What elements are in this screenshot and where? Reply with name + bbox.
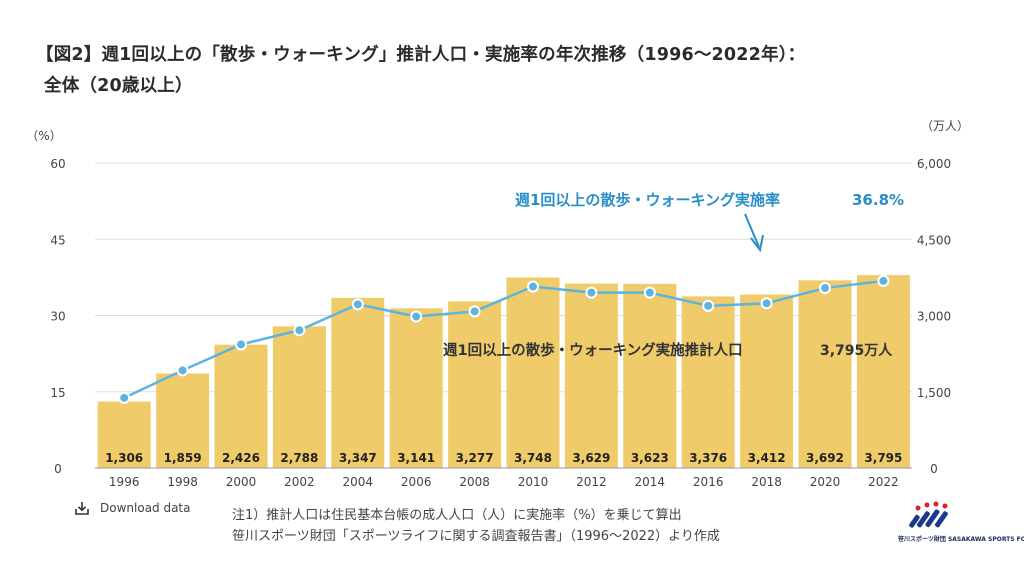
bar	[564, 283, 618, 468]
axes: 0 15 30 45 60 0 1,500 3,000 4,500 6,000 （%） （万人） 199…	[26, 119, 969, 489]
ssf-logo-mark	[909, 501, 948, 528]
bar-value-label: 3,748	[514, 451, 552, 465]
rate-point	[118, 391, 131, 404]
x-axis-tick-label: 2006	[401, 475, 432, 489]
rate-point	[351, 298, 364, 311]
bar-value-label: 3,629	[572, 451, 610, 465]
bar	[506, 277, 560, 468]
bar-value-label: 3,412	[748, 451, 786, 465]
bar	[156, 373, 210, 468]
bar-series	[97, 275, 910, 468]
bar	[740, 294, 794, 468]
x-axis-tick-label: 2012	[576, 475, 607, 489]
bar-value-labels: 1,306 1,859 2,426 2,788 3,347 3,141 3,277 3,748…	[105, 451, 902, 465]
right-axis-tick-label: 1,500	[917, 386, 951, 400]
left-axis-tick-label: 30	[50, 310, 65, 324]
x-axis-tick-label: 2020	[810, 475, 841, 489]
left-axis-tick-label: 0	[54, 462, 62, 476]
x-axis-tick-label: 2004	[343, 475, 374, 489]
annotation-arrow-shaft	[744, 213, 760, 248]
rate-point	[819, 282, 831, 295]
download-icon	[75, 502, 89, 515]
bar-value-label: 3,692	[806, 451, 844, 465]
bar-value-label: 3,141	[397, 451, 435, 465]
bar-value-label: 3,376	[689, 451, 727, 465]
bar	[97, 401, 151, 468]
rate-point	[585, 286, 598, 299]
right-axis-tick-label: 6,000	[917, 157, 951, 171]
bar	[448, 301, 502, 468]
bar	[331, 297, 385, 468]
bar	[856, 275, 910, 468]
bar-value-label: 3,347	[339, 451, 377, 465]
left-axis-tick-label: 15	[50, 386, 65, 400]
line-series-annotation: 週1回以上の散歩・ウォーキング実施率	[515, 191, 780, 209]
combo-chart: 1,306 1,859 2,426 2,788 3,347 3,141 3,277 3,748…	[26, 119, 969, 489]
x-axis-tick-label: 2018	[751, 475, 782, 489]
right-axis-tick-label: 3,000	[917, 310, 951, 324]
bar	[214, 344, 268, 468]
ssf-logo-text: 笹川スポーツ財団 SASAKAWA SPORTS FOUNDATION	[898, 536, 1024, 543]
bar-value-label: 3,623	[631, 451, 669, 465]
rate-point	[527, 280, 539, 293]
right-axis-tick-label: 4,500	[917, 233, 951, 247]
rate-point	[702, 299, 715, 312]
right-axis-tick-label: 0	[930, 462, 938, 476]
chart-notes: 注1）推計人口は住民基本台帳の成人人口（人）に実施率（%）を乗じて算出 笹川スポ…	[232, 505, 720, 547]
x-axis-tick-label: 1996	[109, 475, 140, 489]
rate-point	[877, 274, 890, 287]
annotation-arrow-head	[750, 234, 764, 253]
x-axis-tick-label: 2010	[518, 475, 549, 489]
bar-value-label: 2,788	[280, 451, 318, 465]
left-axis-unit: （%）	[26, 129, 61, 143]
rate-point	[410, 310, 423, 323]
left-axis-tick-label: 45	[50, 233, 65, 247]
ssf-logo: 笹川スポーツ財団 SASAKAWA SPORTS FOUNDATION	[898, 500, 1024, 550]
rate-point	[293, 324, 306, 337]
bar	[798, 280, 852, 468]
bar-value-label: 3,795	[864, 451, 902, 465]
bar	[681, 296, 735, 468]
right-axis-unit: （万人）	[921, 119, 969, 133]
bar-series-annotation-value: 3,795万人	[820, 342, 893, 359]
bar-value-label: 1,859	[164, 451, 202, 465]
bar-series-annotation: 週1回以上の散歩・ウォーキング実施推計人口	[443, 341, 743, 359]
rate-point	[468, 305, 481, 318]
rate-point	[235, 338, 247, 351]
rate-line	[123, 279, 884, 399]
x-axis-tick-label: 2000	[226, 475, 257, 489]
x-axis-tick-label: 2002	[284, 475, 315, 489]
left-axis-tick-label: 60	[50, 157, 65, 171]
x-axis-tick-label: 2022	[868, 475, 899, 489]
line-series	[118, 274, 890, 404]
chart-title-line1: 【図2】週1回以上の「散歩・ウォーキング」推計人口・実施率の年次推移（1996〜…	[36, 45, 806, 65]
download-data-button[interactable]: Download data	[74, 500, 191, 516]
rate-point	[176, 364, 189, 377]
x-axis-tick-label: 2016	[693, 475, 724, 489]
x-axis-tick-label: 2014	[635, 475, 666, 489]
line-series-annotation-value: 36.8%	[852, 191, 904, 209]
rate-point	[643, 286, 656, 299]
chart-title-line2: 全体（20歳以上）	[44, 76, 193, 96]
note-line-1: 注1）推計人口は住民基本台帳の成人人口（人）に実施率（%）を乗じて算出	[232, 508, 682, 523]
bar-value-label: 1,306	[105, 451, 143, 465]
download-data-label: Download data	[100, 501, 191, 515]
x-axis-tick-label: 1998	[167, 475, 198, 489]
bar-value-label: 2,426	[222, 451, 260, 465]
bar	[389, 308, 443, 468]
chart-title: 【図2】週1回以上の「散歩・ウォーキング」推計人口・実施率の年次推移（1996〜…	[36, 40, 996, 102]
note-line-2: 笹川スポーツ財団「スポーツライフに関する調査報告書」（1996〜2022）より作…	[232, 529, 720, 544]
annotations: 週1回以上の散歩・ウォーキング実施率 36.8% 週1回以上の散歩・ウォーキング実施…	[443, 191, 904, 359]
rate-point	[760, 297, 773, 310]
bar	[623, 283, 677, 468]
x-axis-tick-label: 2008	[459, 475, 490, 489]
bar	[272, 326, 326, 468]
bar-value-label: 3,277	[456, 451, 494, 465]
